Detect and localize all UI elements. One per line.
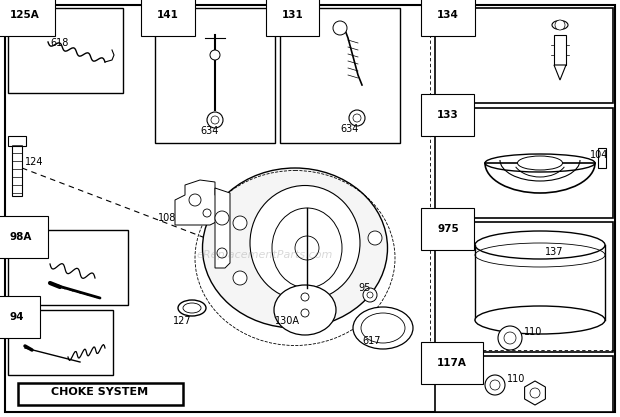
Circle shape xyxy=(349,110,365,126)
Circle shape xyxy=(207,112,223,128)
Circle shape xyxy=(301,293,309,301)
Circle shape xyxy=(485,375,505,395)
Text: 94: 94 xyxy=(10,312,25,322)
Polygon shape xyxy=(215,188,230,268)
Polygon shape xyxy=(554,65,566,80)
Ellipse shape xyxy=(485,154,595,172)
Circle shape xyxy=(210,50,220,60)
Text: 117A: 117A xyxy=(437,358,467,368)
Circle shape xyxy=(295,236,319,260)
Circle shape xyxy=(490,380,500,390)
Text: 108: 108 xyxy=(158,213,176,223)
Text: 125A: 125A xyxy=(10,10,40,20)
Text: 95: 95 xyxy=(358,283,370,293)
Circle shape xyxy=(301,309,309,317)
Circle shape xyxy=(215,211,229,225)
Text: 110: 110 xyxy=(507,374,525,384)
Circle shape xyxy=(203,209,211,217)
Circle shape xyxy=(333,21,347,35)
Bar xyxy=(8,8,123,93)
Text: 617: 617 xyxy=(362,336,381,346)
Ellipse shape xyxy=(183,303,201,313)
Bar xyxy=(435,108,613,218)
Bar xyxy=(435,8,613,103)
Bar xyxy=(435,222,613,352)
Ellipse shape xyxy=(518,156,562,170)
Circle shape xyxy=(233,271,247,285)
Polygon shape xyxy=(175,180,225,225)
Text: 618: 618 xyxy=(50,38,68,48)
Bar xyxy=(18,383,183,405)
Bar xyxy=(280,8,400,143)
Circle shape xyxy=(368,231,382,245)
Circle shape xyxy=(211,116,219,124)
Circle shape xyxy=(498,326,522,350)
Circle shape xyxy=(504,332,516,344)
Circle shape xyxy=(363,288,377,302)
Text: 634: 634 xyxy=(340,124,358,134)
Text: 137: 137 xyxy=(545,247,564,257)
Bar xyxy=(8,310,113,375)
Ellipse shape xyxy=(272,208,342,288)
Circle shape xyxy=(233,216,247,230)
Text: 127: 127 xyxy=(173,316,192,326)
Bar xyxy=(8,136,26,146)
Text: 634: 634 xyxy=(200,126,218,136)
Text: 975: 975 xyxy=(437,224,459,234)
Ellipse shape xyxy=(552,20,568,30)
Circle shape xyxy=(555,20,565,30)
Ellipse shape xyxy=(475,306,605,334)
Text: 124: 124 xyxy=(25,157,43,167)
Text: 134: 134 xyxy=(437,10,459,20)
Ellipse shape xyxy=(203,168,388,328)
Circle shape xyxy=(189,194,201,206)
Ellipse shape xyxy=(353,307,413,349)
Circle shape xyxy=(367,292,373,298)
Bar xyxy=(12,140,22,196)
Circle shape xyxy=(530,388,540,398)
Bar xyxy=(554,35,566,65)
Bar xyxy=(598,148,606,168)
Ellipse shape xyxy=(274,285,336,335)
Text: 141: 141 xyxy=(157,10,179,20)
Ellipse shape xyxy=(178,300,206,316)
Text: 98A: 98A xyxy=(10,232,32,242)
Text: 104: 104 xyxy=(590,150,608,160)
Ellipse shape xyxy=(361,313,405,343)
Circle shape xyxy=(353,114,361,122)
Text: 133: 133 xyxy=(437,110,459,120)
Bar xyxy=(8,230,128,305)
Ellipse shape xyxy=(250,186,360,301)
Text: 110: 110 xyxy=(524,327,542,337)
Polygon shape xyxy=(525,381,546,405)
Circle shape xyxy=(217,248,227,258)
Bar xyxy=(435,356,613,412)
Text: eReplacementParts.com: eReplacementParts.com xyxy=(197,250,333,260)
Ellipse shape xyxy=(475,231,605,259)
Text: CHOKE SYSTEM: CHOKE SYSTEM xyxy=(51,387,149,397)
Text: 130A: 130A xyxy=(275,316,300,326)
Text: 131: 131 xyxy=(282,10,304,20)
Bar xyxy=(155,8,275,143)
